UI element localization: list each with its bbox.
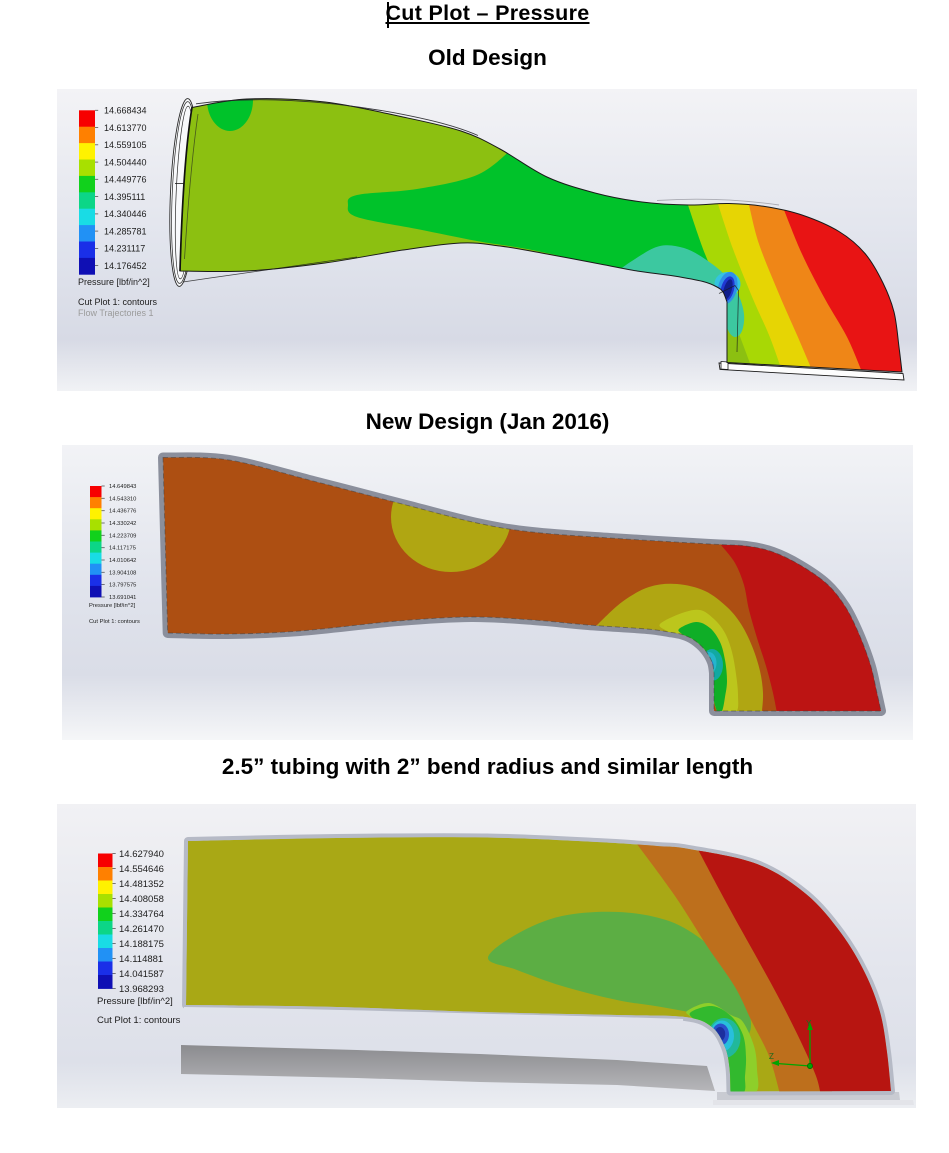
svg-text:14.010642: 14.010642 [109,558,136,564]
svg-text:13.968293: 13.968293 [119,984,164,995]
svg-text:14.504440: 14.504440 [104,157,147,167]
svg-text:14.114881: 14.114881 [119,954,163,965]
svg-text:14.559105: 14.559105 [104,140,147,150]
svg-text:14.340446: 14.340446 [104,209,147,219]
svg-text:13.797575: 13.797575 [109,583,136,589]
svg-text:14.117175: 14.117175 [109,546,136,552]
svg-text:14.231117: 14.231117 [104,244,145,254]
svg-text:14.223709: 14.223709 [109,533,136,539]
svg-text:14.649843: 14.649843 [109,484,136,490]
svg-text:Cut Plot 1: contours: Cut Plot 1: contours [78,297,158,307]
svg-text:14.613770: 14.613770 [104,123,147,133]
svg-text:14.334764: 14.334764 [119,909,164,920]
svg-text:Pressure [lbf/in^2]: Pressure [lbf/in^2] [97,996,173,1007]
svg-text:Pressure [lbf/in^2]: Pressure [lbf/in^2] [89,603,136,609]
svg-text:13.904108: 13.904108 [109,570,136,576]
svg-text:Cut Plot 1: contours: Cut Plot 1: contours [89,619,140,625]
svg-text:14.449776: 14.449776 [104,175,147,185]
svg-text:14.261470: 14.261470 [119,924,164,935]
svg-text:14.395111: 14.395111 [104,192,145,202]
svg-text:14.627940: 14.627940 [119,849,164,860]
svg-text:14.188175: 14.188175 [119,939,164,950]
svg-text:14.330242: 14.330242 [109,521,136,527]
svg-text:Cut Plot 1: contours: Cut Plot 1: contours [97,1015,181,1026]
svg-text:14.668434: 14.668434 [104,106,147,116]
svg-text:14.436776: 14.436776 [109,509,136,515]
svg-text:13.691041: 13.691041 [109,595,136,601]
svg-text:14.285781: 14.285781 [104,226,147,236]
svg-text:14.176452: 14.176452 [104,261,147,271]
svg-text:14.481352: 14.481352 [119,879,164,890]
svg-text:14.543310: 14.543310 [109,496,136,502]
svg-text:14.408058: 14.408058 [119,894,164,905]
svg-text:Pressure [lbf/in^2]: Pressure [lbf/in^2] [78,277,150,287]
svg-text:14.554646: 14.554646 [119,864,164,875]
svg-text:Y: Y [806,1019,812,1028]
svg-text:14.041587: 14.041587 [119,969,164,980]
svg-text:Z: Z [769,1052,774,1061]
svg-text:Flow Trajectories 1: Flow Trajectories 1 [78,308,154,318]
